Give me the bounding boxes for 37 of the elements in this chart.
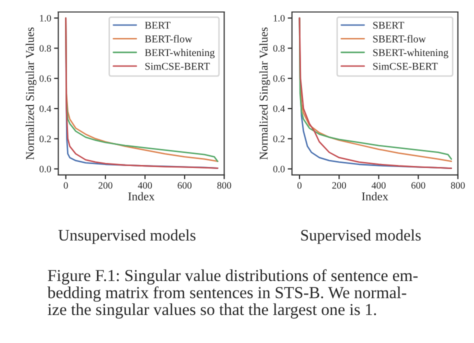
y-tick-label: 0.8	[40, 45, 51, 52]
legend-label: SBERT-whitening	[373, 48, 448, 58]
y-tick-label: 0.6	[40, 75, 52, 82]
y-tick-label: 1.0	[40, 14, 51, 22]
legend-label: BERT-flow	[144, 35, 192, 42]
legend-label: SimCSE-BERT	[145, 62, 210, 70]
x-axis-title: Index	[362, 192, 388, 200]
text: Supervised models	[301, 229, 421, 244]
y-tick-label: 0.8	[273, 45, 285, 52]
x-tick-label: 800	[450, 182, 465, 189]
text: Unsupervised models	[58, 229, 196, 244]
x-tick-label: 600	[411, 182, 426, 189]
y-tick-label: 0.2	[40, 136, 51, 142]
x-tick-label: 400	[138, 182, 152, 189]
y-tick-label: 0.6	[273, 75, 285, 82]
x-tick-label: 400	[372, 182, 386, 189]
y-axis-title: Normalized Singular Values	[259, 27, 270, 160]
text: Figure F.1: Singular value distributions of sentence em- bedding matrix from sentences in STS-B. We normal- ize the singular values so that the largest one is 1.	[47, 269, 418, 319]
x-tick-label: 600	[178, 182, 192, 189]
y-tick-label: 0.2	[273, 136, 285, 142]
legend-label: BERT-whitening	[144, 48, 215, 58]
legend-label: SBERT	[373, 22, 404, 29]
legend-label: BERT	[144, 22, 170, 29]
x-tick-label: 0	[64, 182, 68, 189]
x-tick-label: 0	[297, 182, 302, 189]
y-axis-title: Normalized Singular Values	[26, 27, 36, 160]
x-tick-label: 800	[217, 182, 232, 189]
x-axis-title: Index	[128, 192, 155, 200]
x-tick-label: 200	[98, 182, 112, 189]
y-tick-label: 0.0	[273, 166, 285, 172]
y-tick-label: 0.4	[40, 105, 52, 112]
legend-label: SimCSE-BERT	[373, 62, 438, 70]
legend-label: SBERT-flow	[373, 35, 426, 42]
y-tick-label: 0.4	[273, 105, 285, 112]
y-tick-label: 1.0	[274, 14, 285, 22]
y-tick-label: 0.0	[40, 166, 51, 172]
x-tick-label: 200	[332, 182, 346, 189]
